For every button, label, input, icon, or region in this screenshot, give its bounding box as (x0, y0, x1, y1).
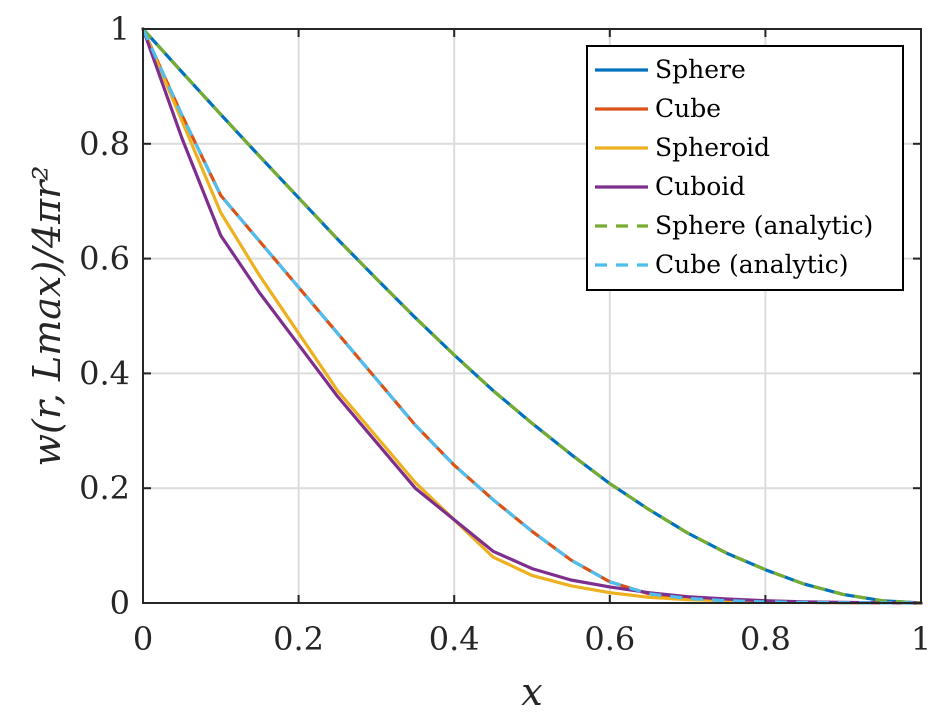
x-tick-label: 0.4 (429, 620, 480, 658)
x-tick-label: 0.2 (273, 620, 324, 658)
y-tick-label: 1 (110, 10, 130, 48)
legend-label: Sphere (analytic) (655, 211, 873, 240)
legend-label: Cuboid (655, 172, 745, 201)
x-tick-label: 0.6 (584, 620, 635, 658)
x-axis-label: x (521, 670, 542, 714)
legend-label: Cube (655, 94, 721, 123)
axis-ticks (142, 28, 922, 604)
x-tick-label: 1 (911, 620, 931, 658)
legend-label: Sphere (655, 55, 746, 84)
y-tick-label: 0 (110, 584, 130, 622)
legend-label: Spheroid (655, 133, 770, 162)
series-line-cuboid (141, 27, 923, 605)
y-tick-label: 0.4 (79, 354, 130, 392)
legend-label: Cube (analytic) (655, 250, 849, 279)
legend: Sphere Cube Spheroid Cuboid Sphere (analytic… (586, 45, 904, 291)
legend-box (586, 45, 904, 291)
x-tick-label: 0.8 (740, 620, 791, 658)
plot-frame (142, 28, 922, 604)
series-line-sphere-analytic (141, 27, 922, 605)
y-tick-label: 0.2 (79, 469, 130, 507)
y-tick-label: 0.6 (79, 240, 130, 278)
x-tick-label: 0 (133, 620, 153, 658)
y-tick-label: 0.8 (79, 125, 130, 163)
tick-labels: 0 0.2 0.4 0.6 0.8 1 0 0.2 0.4 0.6 0.8 1 (79, 10, 931, 658)
y-axis-label: w(r, Lmax)/4πr² (25, 165, 69, 466)
